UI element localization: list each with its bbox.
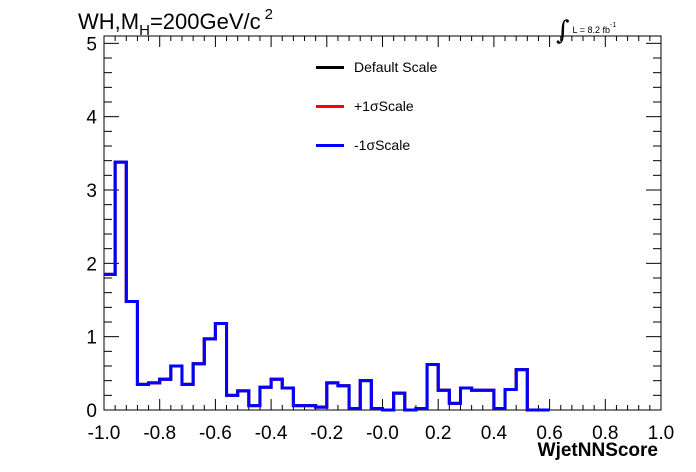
legend-swatch-plus-sigma bbox=[316, 104, 344, 108]
x-tick-label: 0.6 bbox=[536, 423, 562, 444]
legend-swatch-default bbox=[316, 65, 344, 69]
title-superscript: 2 bbox=[264, 6, 273, 23]
legend-swatch-minus-sigma bbox=[316, 143, 344, 147]
y-tick-label: 0 bbox=[86, 401, 97, 422]
y-tick-label: 1 bbox=[86, 328, 97, 349]
x-tick-label: 0.8 bbox=[592, 423, 618, 444]
x-axis-label: WjetNNScore bbox=[537, 440, 658, 461]
histogram-series bbox=[104, 160, 550, 412]
histogram-line-minus-sigma bbox=[104, 160, 550, 412]
x-tick-label: -0.4 bbox=[255, 423, 288, 444]
lumi-text: L = 8.2 fb bbox=[572, 25, 610, 35]
title-rest: =200GeV/c bbox=[149, 9, 261, 34]
x-tick-label: -0.0 bbox=[366, 423, 399, 444]
legend-item-default: Default Scale bbox=[316, 58, 437, 76]
y-tick-label: 4 bbox=[86, 108, 97, 129]
axis-ticks bbox=[103, 36, 662, 411]
chart-title: WH,MH=200GeV/c 2 bbox=[78, 6, 273, 39]
legend-label-default: Default Scale bbox=[354, 59, 438, 75]
x-tick-label: -0.6 bbox=[199, 423, 232, 444]
plot-area-border bbox=[103, 35, 662, 411]
legend-label-minus-sigma: -1σScale bbox=[354, 137, 411, 153]
x-tick-label: 0.4 bbox=[481, 423, 508, 444]
y-tick-label: 2 bbox=[86, 254, 97, 275]
x-tick-label: 1.0 bbox=[648, 423, 674, 444]
title-prefix: WH,M bbox=[78, 9, 140, 34]
x-tick-label: 0.2 bbox=[425, 423, 451, 444]
legend-item-plus-sigma: +1σScale bbox=[316, 97, 414, 115]
lumi-superscript: -1 bbox=[610, 22, 617, 29]
axis-tick-labels: -1.0 -0.8 -0.6 -0.4 -0.2 -0.0 0.2 0.4 0.6 0.8 1.0 0… bbox=[86, 34, 674, 444]
legend-label-plus-sigma: +1σScale bbox=[354, 98, 414, 114]
x-tick-label: -0.2 bbox=[310, 423, 343, 444]
y-tick-label: 5 bbox=[86, 34, 97, 55]
legend-item-minus-sigma: -1σScale bbox=[316, 136, 410, 154]
plot-frame bbox=[103, 35, 662, 411]
y-tick-label: 3 bbox=[86, 181, 97, 202]
integral-icon: ∫ bbox=[556, 16, 570, 46]
title-subscript: H bbox=[139, 22, 150, 39]
x-tick-label: -0.8 bbox=[143, 423, 176, 444]
x-tick-label: -1.0 bbox=[88, 423, 121, 444]
luminosity-label: ∫ L = 8.2 fb-1 bbox=[556, 10, 617, 46]
